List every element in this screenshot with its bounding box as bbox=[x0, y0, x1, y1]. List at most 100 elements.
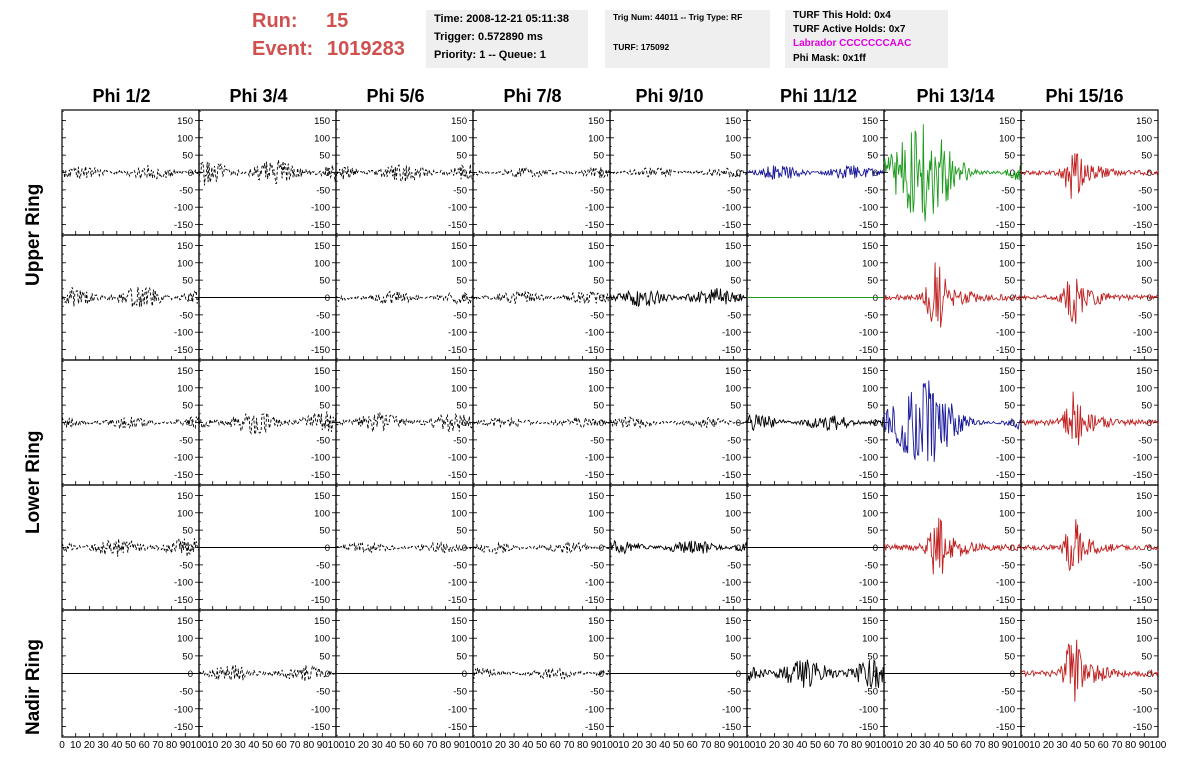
run-event-box: Run: 15 Event: 1019283 bbox=[252, 8, 422, 64]
y-tick-label: 50 bbox=[182, 151, 193, 162]
x-tick-label: 70 bbox=[974, 740, 986, 751]
waveform-trace bbox=[1020, 391, 1159, 446]
y-tick-label: 100 bbox=[999, 634, 1015, 645]
y-tick-label: 0 bbox=[1147, 669, 1152, 680]
y-tick-label: 50 bbox=[867, 276, 878, 287]
x-tick-label: 60 bbox=[687, 740, 699, 751]
y-tick-label: 50 bbox=[319, 401, 330, 412]
y-tick-label: -150 bbox=[585, 220, 604, 231]
x-tick-label: 10 bbox=[481, 740, 493, 751]
y-tick-label: -150 bbox=[1133, 722, 1152, 733]
x-tick-label: 80 bbox=[851, 740, 863, 751]
y-tick-label: -100 bbox=[859, 578, 878, 589]
y-tick-label: -150 bbox=[996, 595, 1015, 606]
y-tick-label: -150 bbox=[722, 722, 741, 733]
x-tick-label: 70 bbox=[563, 740, 575, 751]
y-tick-label: 150 bbox=[588, 491, 604, 502]
panel-frame bbox=[198, 109, 337, 236]
y-tick-label: 50 bbox=[456, 151, 467, 162]
column-header-phi-3-4: Phi 3/4 bbox=[229, 86, 288, 106]
x-tick-label: 50 bbox=[947, 740, 959, 751]
x-tick-label: 90 bbox=[454, 740, 466, 751]
y-tick-label: -150 bbox=[722, 345, 741, 356]
y-tick-label: -150 bbox=[1133, 345, 1152, 356]
y-tick-label: 50 bbox=[319, 151, 330, 162]
waveform-trace bbox=[198, 411, 337, 435]
waveform-trace bbox=[472, 290, 611, 304]
x-tick-label: 10 bbox=[207, 740, 219, 751]
y-tick-label: -150 bbox=[585, 595, 604, 606]
y-tick-label: -50 bbox=[727, 560, 741, 571]
x-tick-label: 50 bbox=[810, 740, 822, 751]
y-tick-label: -50 bbox=[727, 687, 741, 698]
y-tick-label: 100 bbox=[1136, 383, 1152, 394]
x-tick-label: 100 bbox=[739, 740, 756, 751]
y-tick-label: -150 bbox=[859, 470, 878, 481]
y-tick-label: 0 bbox=[736, 543, 741, 554]
y-tick-label: -50 bbox=[316, 687, 330, 698]
y-tick-label: -100 bbox=[1133, 578, 1152, 589]
y-tick-label: 0 bbox=[1147, 543, 1152, 554]
y-tick-label: 150 bbox=[1136, 241, 1152, 252]
y-tick-label: 0 bbox=[325, 418, 330, 429]
x-tick-label: 20 bbox=[632, 740, 644, 751]
y-tick-label: -150 bbox=[174, 220, 193, 231]
y-tick-label: -150 bbox=[996, 470, 1015, 481]
y-tick-label: -50 bbox=[179, 560, 193, 571]
y-tick-label: 100 bbox=[725, 383, 741, 394]
y-tick-label: 100 bbox=[451, 383, 467, 394]
y-tick-label: 150 bbox=[1136, 616, 1152, 627]
y-tick-label: 100 bbox=[314, 258, 330, 269]
x-tick-label: 100 bbox=[876, 740, 893, 751]
y-tick-label: -150 bbox=[311, 470, 330, 481]
y-tick-label: 0 bbox=[1010, 168, 1015, 179]
y-tick-label: 0 bbox=[736, 168, 741, 179]
y-tick-label: 100 bbox=[862, 383, 878, 394]
y-tick-label: 150 bbox=[725, 491, 741, 502]
y-tick-label: 0 bbox=[462, 669, 467, 680]
y-tick-label: -100 bbox=[311, 704, 330, 715]
x-tick-label: 20 bbox=[84, 740, 96, 751]
y-tick-label: 50 bbox=[867, 651, 878, 662]
y-tick-label: 100 bbox=[177, 133, 193, 144]
x-tick-label: 100 bbox=[1013, 740, 1030, 751]
y-tick-label: 100 bbox=[314, 634, 330, 645]
x-tick-label: 20 bbox=[769, 740, 781, 751]
y-tick-label: 100 bbox=[999, 508, 1015, 519]
y-tick-label: -100 bbox=[448, 328, 467, 339]
y-tick-label: -50 bbox=[1138, 560, 1152, 571]
y-tick-label: 50 bbox=[1141, 651, 1152, 662]
x-tick-label: 40 bbox=[659, 740, 671, 751]
y-tick-label: -100 bbox=[722, 453, 741, 464]
y-tick-label: 0 bbox=[188, 418, 193, 429]
y-tick-label: -150 bbox=[1133, 470, 1152, 481]
y-tick-label: -100 bbox=[996, 203, 1015, 214]
y-tick-label: 0 bbox=[188, 669, 193, 680]
x-tick-label: 30 bbox=[920, 740, 932, 751]
y-tick-label: 100 bbox=[451, 133, 467, 144]
y-tick-label: 150 bbox=[177, 116, 193, 127]
y-tick-label: -50 bbox=[864, 185, 878, 196]
y-tick-label: -150 bbox=[722, 595, 741, 606]
x-tick-label: 70 bbox=[289, 740, 301, 751]
y-tick-label: -150 bbox=[996, 722, 1015, 733]
y-tick-label: -100 bbox=[311, 453, 330, 464]
y-tick-label: 50 bbox=[319, 651, 330, 662]
y-tick-label: -50 bbox=[590, 687, 604, 698]
y-tick-label: 0 bbox=[462, 168, 467, 179]
panel-frame bbox=[883, 359, 1022, 486]
y-tick-label: -150 bbox=[585, 345, 604, 356]
y-tick-label: -50 bbox=[1001, 435, 1015, 446]
y-tick-label: 150 bbox=[999, 241, 1015, 252]
y-tick-label: -50 bbox=[590, 560, 604, 571]
x-tick-label: 30 bbox=[783, 740, 795, 751]
x-tick-label: 90 bbox=[317, 740, 329, 751]
y-tick-label: 150 bbox=[725, 616, 741, 627]
y-tick-label: 150 bbox=[725, 366, 741, 377]
x-tick-label: 70 bbox=[426, 740, 438, 751]
y-tick-label: -50 bbox=[179, 310, 193, 321]
x-tick-label: 80 bbox=[166, 740, 178, 751]
y-tick-label: 50 bbox=[1004, 276, 1015, 287]
x-tick-label: 60 bbox=[1098, 740, 1110, 751]
y-tick-label: -100 bbox=[859, 203, 878, 214]
